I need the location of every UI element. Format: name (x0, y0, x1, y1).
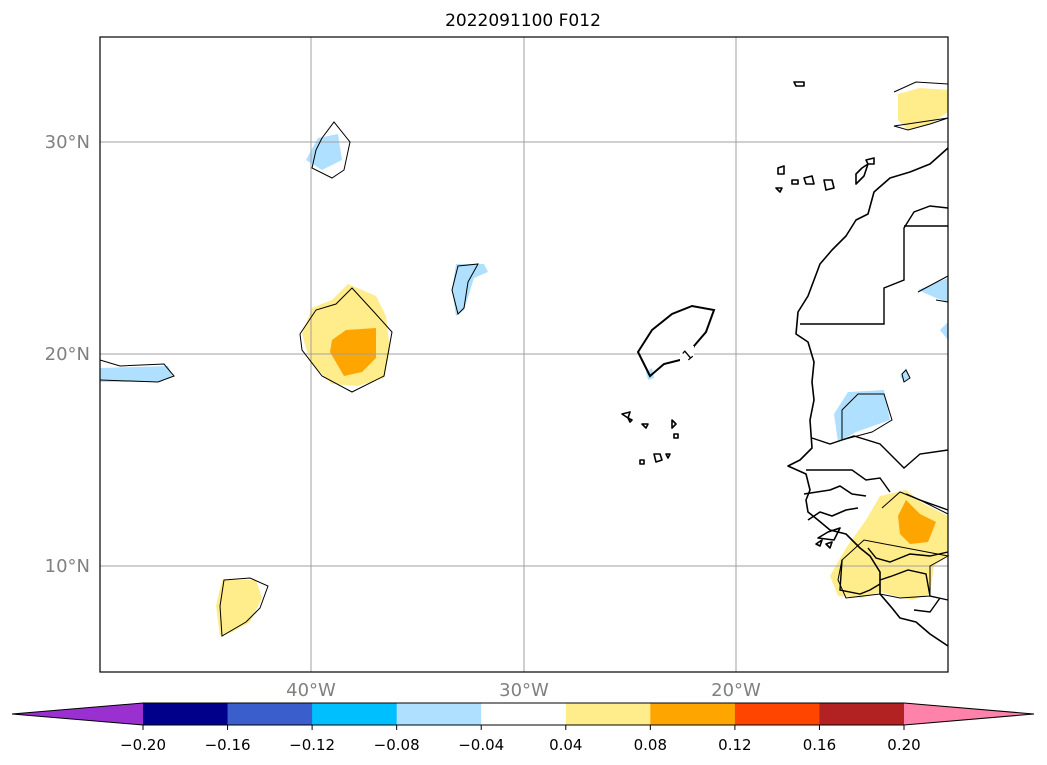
lon-label-30w: 30°W (499, 680, 549, 701)
labelled-contour: 1 (636, 304, 716, 378)
colorbar-tick-label: 0.12 (718, 736, 751, 754)
negative-anomaly-patch (900, 368, 910, 382)
positive-anomaly-patch (216, 580, 262, 636)
colorbar-tick-label: 0.08 (634, 736, 667, 754)
colorbar-tick-label: 0.20 (887, 736, 920, 754)
strong-positive-anomaly-patch (898, 500, 936, 544)
lon-label-20w: 20°W (711, 680, 761, 701)
lat-label-30n: 30°N (45, 132, 90, 153)
colorbar-tick-label: −0.16 (205, 736, 251, 754)
colorbar-segment (143, 703, 229, 725)
lat-label-20n: 20°N (45, 344, 90, 365)
colorbar-segment (227, 703, 313, 725)
negative-anomaly-patch (834, 390, 890, 442)
positive-anomaly-patch (898, 88, 948, 130)
colorbar-segment (650, 703, 736, 725)
colorbar-tick-label: −0.08 (374, 736, 420, 754)
colorbar-segment (819, 703, 905, 725)
negative-anomaly-patch (306, 134, 342, 170)
colorbar-segment (565, 703, 651, 725)
lat-label-10n: 10°N (45, 556, 90, 577)
colorbar-extend-min (12, 703, 143, 725)
colorbar-segment (396, 703, 482, 725)
lon-label-40w: 40°W (286, 680, 336, 701)
islands (621, 81, 875, 465)
colorbar-tick-label: 0.04 (549, 736, 582, 754)
colorbar-segment (734, 703, 820, 725)
graticule (100, 37, 948, 672)
anomaly-contours (99, 81, 950, 637)
colorbar-tick-label: 0.16 (803, 736, 836, 754)
colorbar-extend-max (904, 703, 1034, 725)
colorbar-tick-label: −0.20 (120, 736, 166, 754)
negative-anomaly-patch (940, 322, 948, 340)
negative-anomaly-patch (918, 278, 948, 302)
negative-anomaly-patch (100, 366, 172, 382)
colorbar: −0.20 −0.16 −0.12 −0.08 −0.04 0.04 0.08 0.12 0.1… (11, 702, 1035, 754)
strong-positive-anomaly-patch (330, 328, 376, 376)
colorbar-tick-label: −0.04 (458, 736, 504, 754)
country-borders (800, 205, 949, 613)
colorbar-segment (312, 703, 398, 725)
colorbar-segment (481, 703, 567, 725)
map-title: 2022091100 F012 (445, 11, 601, 31)
map-frame (99, 36, 949, 673)
negative-anomaly-patch (452, 264, 488, 316)
coastline-africa (787, 147, 949, 647)
colorbar-tick-label: −0.12 (289, 736, 335, 754)
